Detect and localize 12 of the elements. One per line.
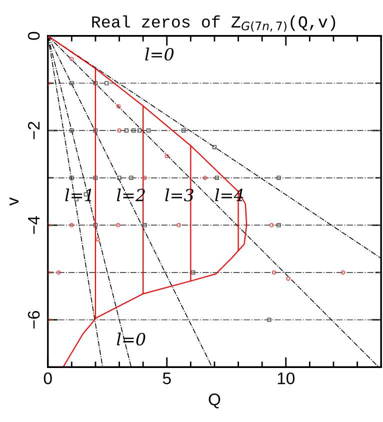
y-tick-label: 0 (28, 32, 40, 40)
annotation: l=0 (116, 332, 146, 346)
x-tick-label: 0 (44, 372, 52, 384)
y-axis-title: v (10, 197, 18, 206)
annotation: l=0 (145, 48, 174, 61)
y-tick-label: −2 (28, 122, 40, 140)
chart-title: Real zeros of Z$_{G(7n,7)}$(Q,v) (92, 15, 336, 32)
x-tick-label: 10 (278, 372, 294, 384)
x-tick-label: 5 (162, 372, 171, 384)
y-tick-label: −4 (28, 216, 40, 234)
x-axis-title: Q (208, 394, 220, 408)
y-tick-label: −6 (28, 311, 40, 328)
